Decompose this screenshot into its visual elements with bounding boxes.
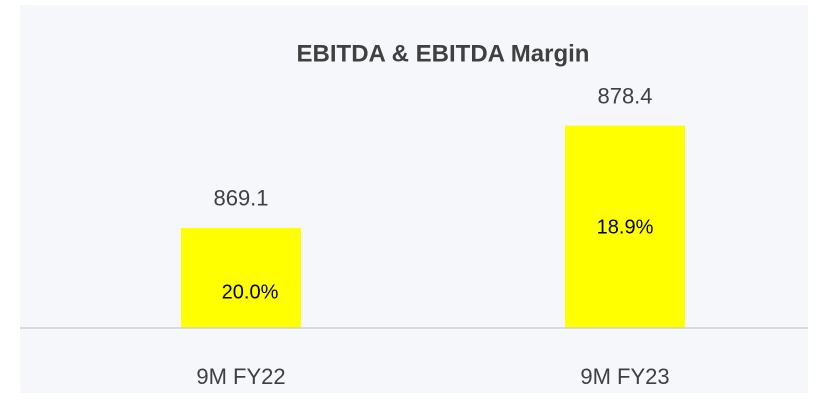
- bar: [181, 227, 301, 328]
- bar: [565, 125, 685, 328]
- value-label: 878.4: [597, 83, 652, 108]
- x-tick-label: 9M FY22: [196, 364, 285, 389]
- margin-label: 20.0%: [222, 281, 279, 303]
- chart-title: EBITDA & EBITDA Margin: [297, 40, 590, 67]
- value-label: 869.1: [213, 186, 268, 211]
- x-tick-label: 9M FY23: [580, 364, 669, 389]
- margin-label: 18.9%: [597, 216, 654, 238]
